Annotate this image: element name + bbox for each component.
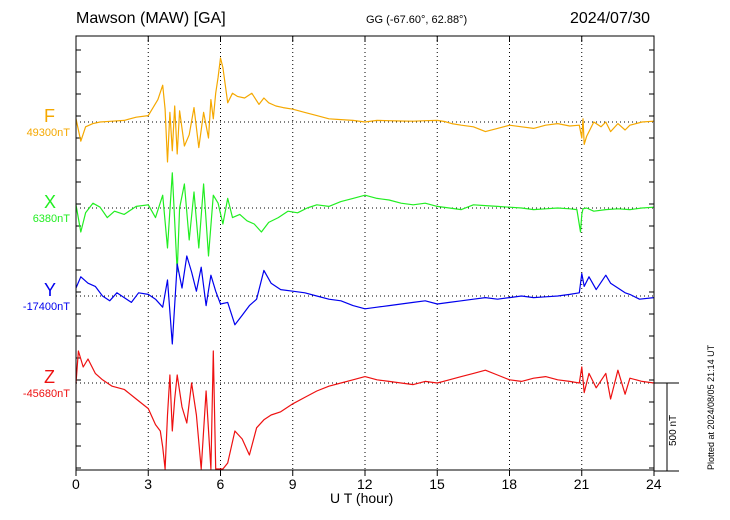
x-tick-label-15: 15 (429, 476, 445, 492)
x-tick-label-18: 18 (501, 476, 518, 492)
baseline-label-Z: -45680nT (22, 388, 70, 400)
station-coords: GG (-67.60°, 62.88°) (366, 14, 468, 26)
series-line-Y (75, 255, 655, 345)
grid-lines (76, 36, 654, 470)
series-letter-Y: Y (44, 280, 57, 300)
scale-bar-label: 500 nT (668, 414, 679, 446)
x-tick-label-9: 9 (288, 476, 297, 492)
station-title: Mawson (MAW) [GA] (76, 10, 226, 27)
x-tick-label-12: 12 (357, 476, 373, 492)
series-letter-F: F (44, 106, 55, 126)
x-tick-label-6: 6 (216, 476, 225, 492)
date-title: 2024/07/30 (570, 10, 651, 27)
x-tick-label-3: 3 (144, 476, 153, 492)
baseline-label-F: 49300nT (26, 127, 70, 139)
scale-bar (654, 382, 679, 472)
series-letter-X: X (44, 192, 57, 212)
series-layer (75, 57, 655, 470)
x-tick-label-21: 21 (573, 476, 590, 492)
x-ticks (75, 36, 655, 476)
series-line-Z (75, 350, 655, 470)
baseline-label-Y: -17400nT (22, 301, 70, 313)
plotted-timestamp: Plotted at 2024/08/05 21:14 UT (706, 344, 716, 470)
x-tick-label-24: 24 (646, 476, 662, 492)
baseline-label-X: 6380nT (32, 213, 70, 225)
x-axis-label: U T (hour) (330, 490, 394, 506)
series-line-F (75, 57, 655, 163)
series-letter-Z: Z (44, 367, 55, 387)
series-line-X (75, 172, 655, 273)
x-tick-label-0: 0 (72, 476, 80, 492)
